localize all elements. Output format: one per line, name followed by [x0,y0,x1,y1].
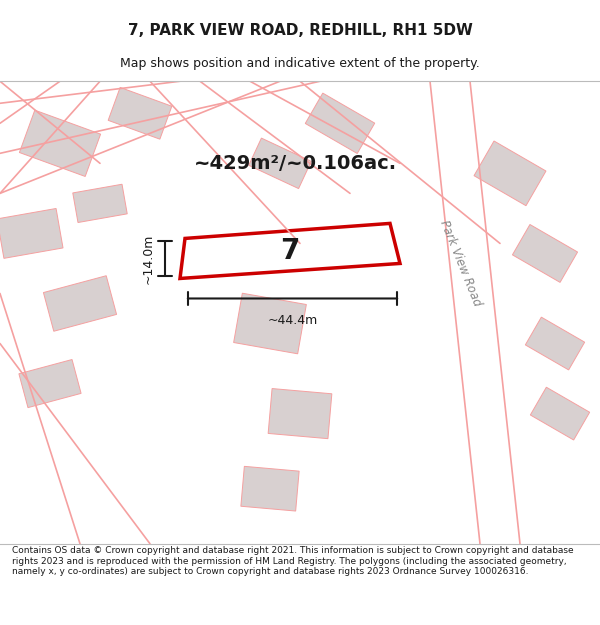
Text: 7, PARK VIEW ROAD, REDHILL, RH1 5DW: 7, PARK VIEW ROAD, REDHILL, RH1 5DW [128,22,472,38]
Polygon shape [43,276,116,331]
Text: ~44.4m: ~44.4m [268,314,317,326]
Polygon shape [108,88,172,139]
Polygon shape [305,93,375,154]
Polygon shape [19,110,101,176]
Polygon shape [530,388,590,440]
Text: ~429m²/~0.106ac.: ~429m²/~0.106ac. [193,154,397,173]
Polygon shape [268,389,332,439]
Polygon shape [73,184,127,222]
Text: Map shows position and indicative extent of the property.: Map shows position and indicative extent… [120,57,480,70]
Polygon shape [241,466,299,511]
Text: Contains OS data © Crown copyright and database right 2021. This information is : Contains OS data © Crown copyright and d… [12,546,574,576]
Text: 7: 7 [280,238,299,266]
Polygon shape [0,209,63,258]
Text: ~14.0m: ~14.0m [142,233,155,284]
Polygon shape [249,138,311,189]
Polygon shape [233,293,307,354]
Polygon shape [474,141,546,206]
Text: Park View Road: Park View Road [437,219,483,308]
Polygon shape [512,224,578,282]
Polygon shape [19,359,81,408]
Polygon shape [526,317,584,370]
